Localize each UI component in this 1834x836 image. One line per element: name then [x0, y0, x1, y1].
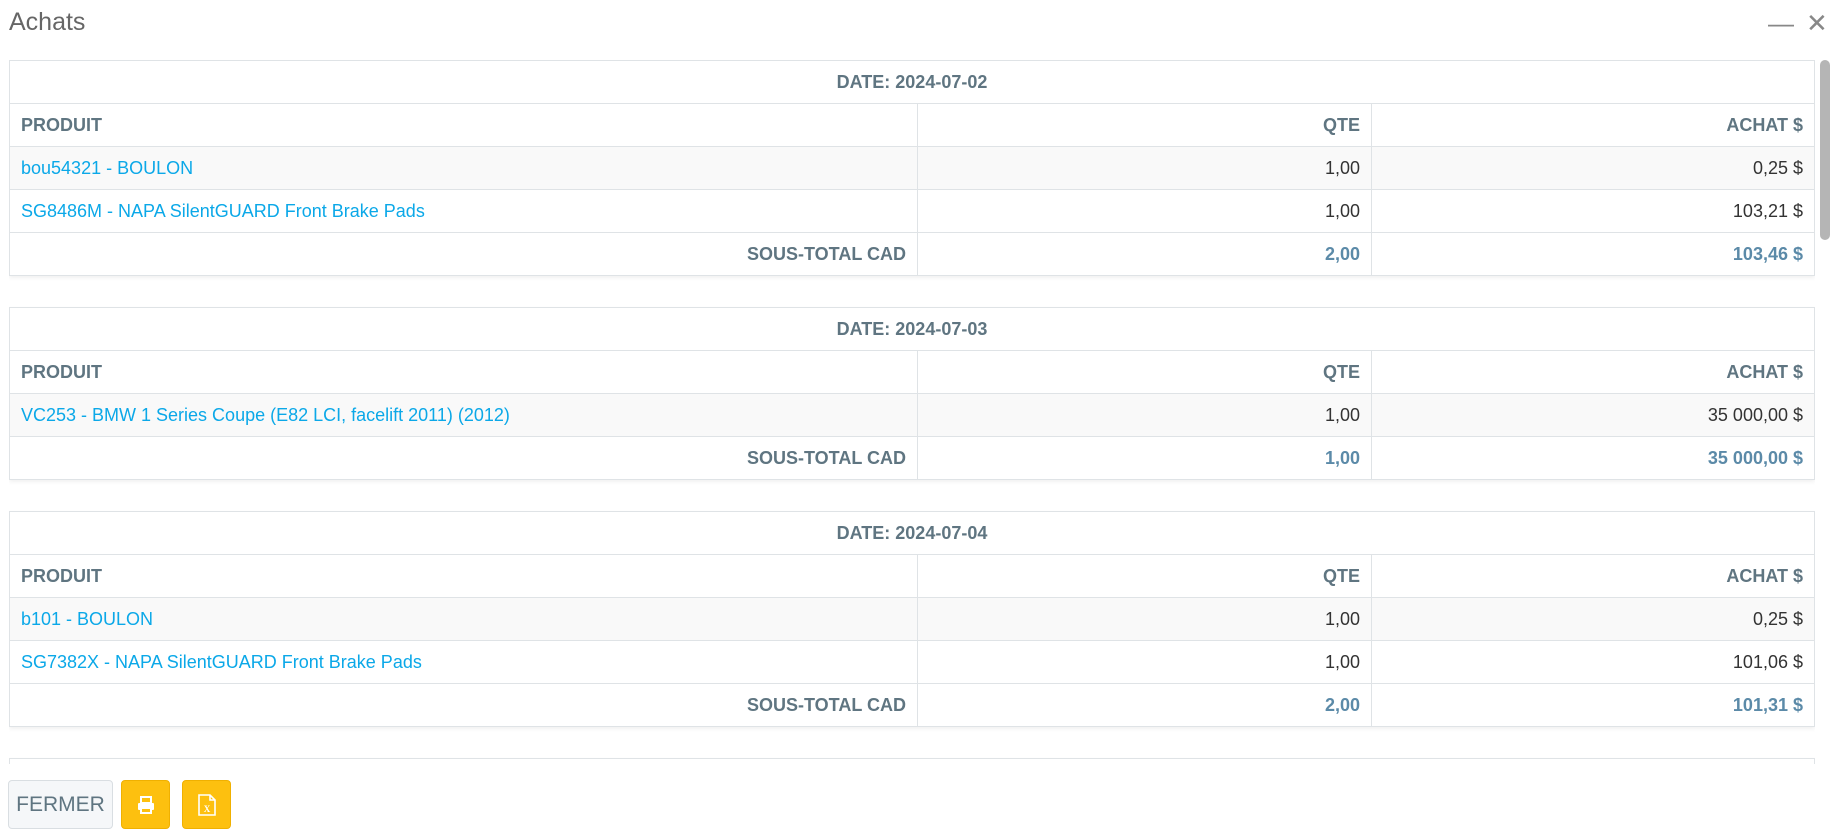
column-header-row: PRODUIT QTE ACHAT $ — [9, 103, 1815, 147]
scrollbar[interactable] — [1817, 60, 1834, 764]
qty-cell: 1,00 — [917, 146, 1372, 190]
subtotal-row: SOUS-TOTAL CAD 1,00 35 000,00 $ — [9, 436, 1815, 480]
minimize-icon[interactable]: — — [1768, 8, 1794, 38]
date-header-row: DATE: 2024-07-04 — [9, 511, 1815, 555]
date-group-table: DATE: 2024-07-02 PRODUIT QTE ACHAT $ bou5432… — [9, 60, 1815, 276]
qty-cell: 1,00 — [917, 393, 1372, 437]
qty-cell: 1,00 — [917, 640, 1372, 684]
subtotal-qty: 2,00 — [917, 232, 1372, 276]
qty-cell: 1,00 — [917, 189, 1372, 233]
subtotal-row: SOUS-TOTAL CAD 2,00 103,46 $ — [9, 232, 1815, 276]
product-link[interactable]: b101 - BOULON — [21, 608, 154, 629]
subtotal-purchase: 101,31 $ — [1371, 683, 1815, 727]
date-group-table: DATE: 2024-07-03 PRODUIT QTE ACHAT $ VC253 -… — [9, 307, 1815, 480]
product-link[interactable]: bou54321 - BOULON — [21, 157, 194, 178]
date-label: DATE: 2024-07-04 — [9, 511, 1815, 555]
close-icon[interactable]: ✕ — [1806, 8, 1828, 38]
subtotal-label: SOUS-TOTAL CAD — [9, 683, 918, 727]
subtotal-label: SOUS-TOTAL CAD — [9, 436, 918, 480]
purchase-cell: 35 000,00 $ — [1371, 393, 1815, 437]
product-cell: SG8486M - NAPA SilentGUARD Front Brake P… — [9, 189, 918, 233]
subtotal-purchase: 103,46 $ — [1371, 232, 1815, 276]
product-cell: bou54321 - BOULON — [9, 146, 918, 190]
product-link[interactable]: VC253 - BMW 1 Series Coupe (E82 LCI, fac… — [21, 404, 510, 425]
scrollbar-thumb[interactable] — [1820, 60, 1830, 240]
date-header-row: DATE: 2024-07-03 — [9, 307, 1815, 351]
purchases-list: DATE: 2024-07-02 PRODUIT QTE ACHAT $ bou5432… — [9, 60, 1815, 764]
window-title: Achats — [9, 8, 86, 36]
column-header-product: PRODUIT — [9, 103, 918, 147]
table-row: b101 - BOULON 1,00 0,25 $ — [9, 597, 1815, 641]
column-header-product: PRODUIT — [9, 554, 918, 598]
purchase-cell: 0,25 $ — [1371, 597, 1815, 641]
svg-text:X: X — [203, 804, 210, 814]
purchase-cell: 103,21 $ — [1371, 189, 1815, 233]
file-excel-icon: X — [197, 793, 216, 816]
table-row: SG8486M - NAPA SilentGUARD Front Brake P… — [9, 189, 1815, 233]
print-button[interactable] — [121, 780, 170, 829]
date-group-table — [9, 758, 1815, 764]
column-header-row: PRODUIT QTE ACHAT $ — [9, 350, 1815, 394]
date-header-row — [9, 758, 1815, 764]
date-label: DATE: 2024-07-03 — [9, 307, 1815, 351]
table-row: SG7382X - NAPA SilentGUARD Front Brake P… — [9, 640, 1815, 684]
print-icon — [137, 795, 154, 814]
subtotal-qty: 2,00 — [917, 683, 1372, 727]
close-button[interactable]: FERMER — [8, 780, 113, 829]
purchase-cell: 101,06 $ — [1371, 640, 1815, 684]
subtotal-purchase: 35 000,00 $ — [1371, 436, 1815, 480]
column-header-purchase: ACHAT $ — [1371, 350, 1815, 394]
column-header-purchase: ACHAT $ — [1371, 103, 1815, 147]
qty-cell: 1,00 — [917, 597, 1372, 641]
product-cell: VC253 - BMW 1 Series Coupe (E82 LCI, fac… — [9, 393, 918, 437]
product-link[interactable]: SG8486M - NAPA SilentGUARD Front Brake P… — [21, 200, 425, 221]
column-header-product: PRODUIT — [9, 350, 918, 394]
product-link[interactable]: SG7382X - NAPA SilentGUARD Front Brake P… — [21, 651, 422, 672]
column-header-qty: QTE — [917, 103, 1372, 147]
subtotal-label: SOUS-TOTAL CAD — [9, 232, 918, 276]
column-header-purchase: ACHAT $ — [1371, 554, 1815, 598]
subtotal-qty: 1,00 — [917, 436, 1372, 480]
date-group-table: DATE: 2024-07-04 PRODUIT QTE ACHAT $ b101 - … — [9, 511, 1815, 727]
date-header-row: DATE: 2024-07-02 — [9, 60, 1815, 104]
export-excel-button[interactable]: X — [182, 780, 231, 829]
column-header-qty: QTE — [917, 554, 1372, 598]
product-cell: b101 - BOULON — [9, 597, 918, 641]
product-cell: SG7382X - NAPA SilentGUARD Front Brake P… — [9, 640, 918, 684]
table-row: VC253 - BMW 1 Series Coupe (E82 LCI, fac… — [9, 393, 1815, 437]
column-header-qty: QTE — [917, 350, 1372, 394]
column-header-row: PRODUIT QTE ACHAT $ — [9, 554, 1815, 598]
date-label: DATE: 2024-07-02 — [9, 60, 1815, 104]
subtotal-row: SOUS-TOTAL CAD 2,00 101,31 $ — [9, 683, 1815, 727]
purchase-cell: 0,25 $ — [1371, 146, 1815, 190]
date-label — [9, 758, 1815, 764]
table-row: bou54321 - BOULON 1,00 0,25 $ — [9, 146, 1815, 190]
